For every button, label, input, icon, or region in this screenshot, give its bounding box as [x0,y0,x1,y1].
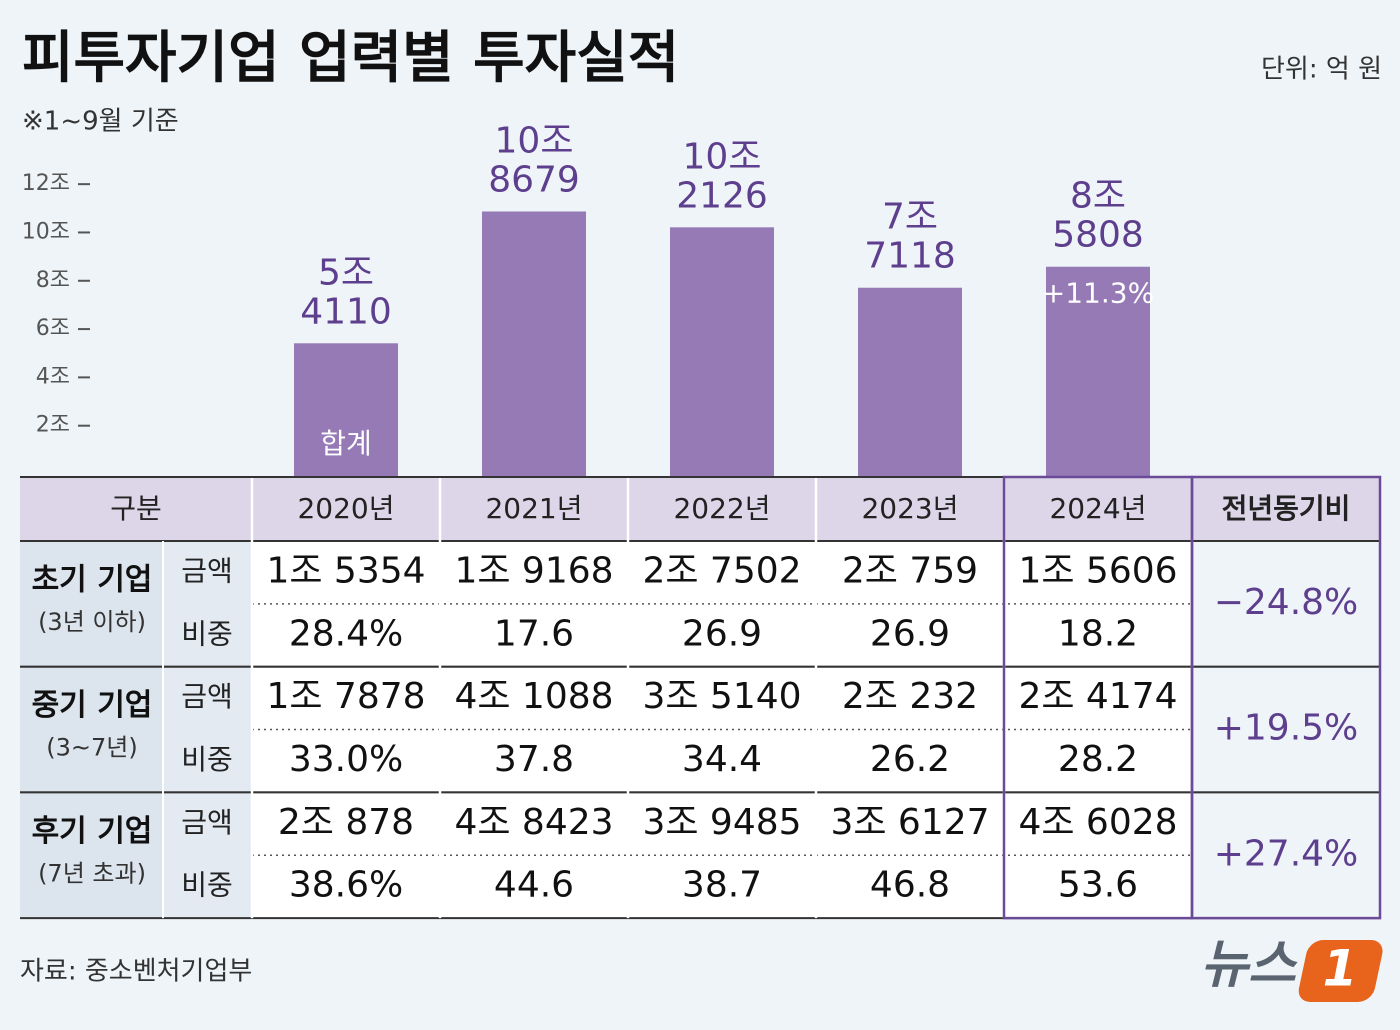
value-label: 5조 [318,252,374,293]
group-cell [20,792,163,919]
table-header: 2020년 [297,492,394,525]
value-label: 7118 [864,236,956,277]
table-cell: 1조 5354 [266,550,425,591]
value-label: 4110 [300,291,392,332]
value-label: 8조 [1070,176,1126,217]
table-cell: 1조 9168 [454,550,613,591]
table-cell: 18.2 [1058,613,1138,654]
row-label: 금액 [181,806,233,839]
row-label: 금액 [181,680,233,713]
group-name: 중기 기업 [32,688,153,723]
group-name: 후기 기업 [32,814,153,849]
y-tick-label: 12조 [22,171,70,196]
table-cell: 26.9 [870,613,950,654]
table-cell: 4조 1088 [454,676,613,717]
y-tick-label: 4조 [36,364,70,389]
bar [858,287,962,477]
table-header: 2022년 [673,492,770,525]
table-cell: 3조 6127 [830,802,989,843]
table-cell: 2조 4174 [1018,676,1177,717]
table-header: 2021년 [485,492,582,525]
label-cell [163,666,252,793]
bar [1046,266,1150,477]
table-cell: 17.6 [494,613,574,654]
table-cell: 33.0% [289,739,403,780]
brand-badge-text: 1 [1323,940,1358,998]
brand: 뉴스 [1200,935,1298,995]
y-tick-label: 8조 [36,268,70,293]
row-label: 금액 [181,554,233,587]
table-cell: 3조 5140 [642,676,801,717]
value-label: 10조 [495,120,574,161]
table-cell: 2조 7502 [642,550,801,591]
bar-annotation: +11.3% [1042,277,1154,310]
y-tick-label: 2조 [36,413,70,438]
source: 자료: 중소벤처기업부 [20,957,252,987]
brand-badge [1298,940,1383,1002]
bar [294,343,398,477]
change-cell [1192,792,1380,919]
table-header: 구분 [110,492,162,525]
y-tick-label: 10조 [22,219,70,244]
y-tick-label: 6조 [36,316,70,341]
group-cell [20,541,163,667]
table-cell: 44.6 [494,865,574,906]
group-cell [20,666,163,793]
value-label: 2126 [676,175,768,216]
label-cell [163,792,252,919]
table-cell: 4조 6028 [1018,802,1177,843]
table-cell: 3조 9485 [642,802,801,843]
value-label: 5808 [1052,215,1144,256]
value-label: 10조 [683,136,762,177]
change-value: −24.8% [1214,582,1359,623]
bar [670,227,774,477]
table-cell: 2조 878 [278,802,414,843]
table-cell: 4조 8423 [454,802,613,843]
group-sub: (7년 초과) [38,859,146,887]
table-cell: 28.2 [1058,739,1138,780]
table-header: 전년동기비 [1222,492,1351,525]
chart-title: 피투자기업 업력별 투자실적 [22,26,679,91]
table-cell: 46.8 [870,865,950,906]
table-header-bg [20,477,1380,541]
table-frame [1190,475,1382,920]
change-value: +19.5% [1214,708,1359,749]
label-cell [163,541,252,667]
table-cell: 28.4% [289,613,403,654]
table-cell: 38.7 [682,865,762,906]
unit: 단위: 억 원 [1261,55,1382,85]
group-sub: (3~7년) [46,734,137,762]
change-value: +27.4% [1214,833,1359,874]
bar [482,211,586,477]
table-cell: 1조 7878 [266,676,425,717]
change-cell [1192,541,1380,667]
table-header: 2024년 [1049,492,1146,525]
table-cell: 37.8 [494,739,574,780]
row-label: 비중 [181,617,233,650]
table-header: 2023년 [861,492,958,525]
bar-annotation: 합계 [320,427,372,460]
table-cell: 26.9 [682,613,762,654]
group-sub: (3년 이하) [38,608,146,636]
row-label: 비중 [181,743,233,776]
table-cell: 34.4 [682,739,762,780]
note: ※1~9월 기준 [22,107,179,137]
table-cell: 2조 759 [842,550,978,591]
table-cell: 1조 5606 [1018,550,1177,591]
change-cell [1192,666,1380,793]
table-cell: 53.6 [1058,865,1138,906]
value-label: 8679 [488,159,580,200]
value-label: 7조 [882,197,938,238]
table-cell: 2조 232 [842,676,978,717]
table-cell: 26.2 [870,739,950,780]
row-label: 비중 [181,869,233,902]
group-name: 초기 기업 [32,563,153,598]
table-cell: 38.6% [289,865,403,906]
